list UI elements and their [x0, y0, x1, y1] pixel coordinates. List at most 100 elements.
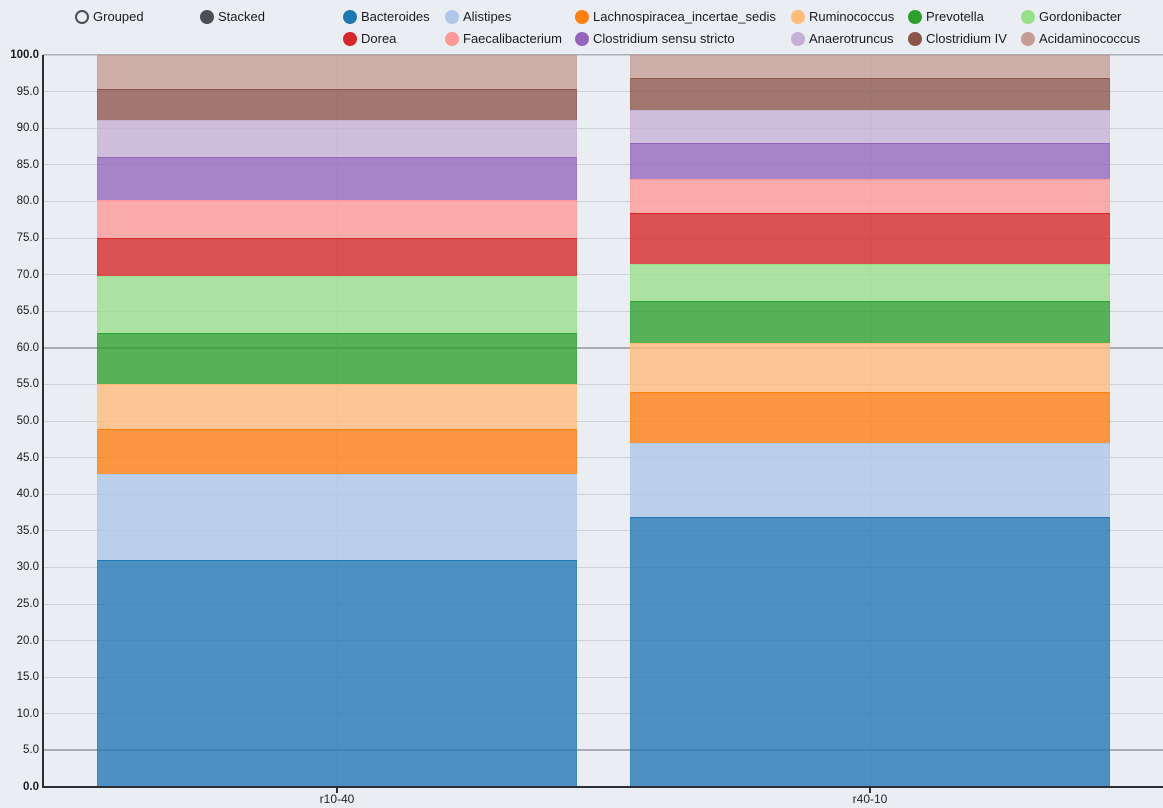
- legend-label-clostridium-iv: Clostridium IV: [926, 31, 1007, 46]
- y-axis-tick-label: 65.0: [16, 305, 39, 318]
- bar-segment-r10-40-prevotella[interactable]: [97, 333, 577, 384]
- legend-item-clostridium-iv[interactable]: Clostridium IV: [908, 31, 1007, 47]
- bar-segment-r40-10-acidaminococcus[interactable]: [630, 55, 1110, 79]
- bar-segment-r10-40-acidaminococcus[interactable]: [97, 55, 577, 89]
- radio-stacked-icon[interactable]: [200, 10, 214, 24]
- gridline-30: [43, 566, 1163, 568]
- bar-segment-r40-10-clostridium-sensu-stricto[interactable]: [630, 142, 1110, 179]
- legend-label-alistipes: Alistipes: [463, 9, 512, 24]
- legend-swatch-alistipes: [445, 10, 459, 24]
- bar-segment-r10-40-ruminococcus[interactable]: [97, 383, 577, 430]
- y-axis-tick-label: 80.0: [16, 195, 39, 208]
- bar-segment-r40-10-dorea[interactable]: [630, 213, 1110, 265]
- radio-grouped[interactable]: Grouped: [75, 9, 144, 25]
- gridline-10: [43, 713, 1163, 715]
- legend-label-lachnospiracea-incertae-sedis: Lachnospiracea_incertae_sedis: [593, 9, 776, 24]
- bar-segment-r10-40-dorea[interactable]: [97, 238, 577, 277]
- y-axis-tick-label: 70.0: [16, 268, 39, 281]
- legend-label-prevotella: Prevotella: [926, 9, 984, 24]
- legend-swatch-dorea: [343, 32, 357, 46]
- gridline-100: [43, 54, 1163, 56]
- gridline-70: [43, 274, 1163, 276]
- legend-swatch-faecalibacterium: [445, 32, 459, 46]
- bar-segment-r40-10-lachnospiracea-incertae-sedis[interactable]: [630, 391, 1110, 443]
- legend-item-anaerotruncus[interactable]: Anaerotruncus: [791, 31, 894, 47]
- x-axis-line: [42, 786, 1163, 788]
- bar-segment-r40-10-gordonibacter[interactable]: [630, 264, 1110, 301]
- legend-label-anaerotruncus: Anaerotruncus: [809, 31, 894, 46]
- bar-segment-r40-10-clostridium-iv[interactable]: [630, 78, 1110, 110]
- radio-grouped-icon[interactable]: [75, 10, 89, 24]
- gridline-95: [43, 91, 1163, 93]
- legend-label-bacteroides: Bacteroides: [361, 9, 430, 24]
- gridline-55: [43, 383, 1163, 385]
- bar-segment-r10-40-lachnospiracea-incertae-sedis[interactable]: [97, 429, 577, 475]
- bar-segment-r40-10-faecalibacterium[interactable]: [630, 178, 1110, 214]
- legend-swatch-bacteroides: [343, 10, 357, 24]
- y-axis-tick-label: 85.0: [16, 158, 39, 171]
- legend-item-alistipes[interactable]: Alistipes: [445, 9, 511, 25]
- legend-label-dorea: Dorea: [361, 31, 397, 46]
- bar-segment-r10-40-gordonibacter[interactable]: [97, 276, 577, 334]
- bar-segment-r10-40-faecalibacterium[interactable]: [97, 199, 577, 238]
- legend-item-bacteroides[interactable]: Bacteroides: [343, 9, 430, 25]
- legend-item-ruminococcus[interactable]: Ruminococcus: [791, 9, 894, 25]
- y-axis-tick-label: 95.0: [16, 85, 39, 98]
- y-axis-tick-label: 5.0: [23, 744, 39, 757]
- legend-swatch-acidaminococcus: [1021, 32, 1035, 46]
- y-axis-tick-label: 40.0: [16, 488, 39, 501]
- gridline-35: [43, 530, 1163, 532]
- x-axis-tick: [336, 788, 338, 793]
- y-axis-tick-label: 0.0: [23, 781, 39, 793]
- legend-swatch-gordonibacter: [1021, 10, 1035, 24]
- legend-item-lachnospiracea-incertae-sedis[interactable]: Lachnospiracea_incertae_sedis: [575, 9, 776, 25]
- gridline-25: [43, 603, 1163, 605]
- bar-segment-r10-40-alistipes[interactable]: [97, 474, 577, 561]
- legend-swatch-prevotella: [908, 10, 922, 24]
- gridline-85: [43, 164, 1163, 166]
- bar-segment-r40-10-alistipes[interactable]: [630, 442, 1110, 517]
- gridline-15: [43, 676, 1163, 678]
- bar-segment-r40-10-prevotella[interactable]: [630, 300, 1110, 344]
- x-axis-tick: [869, 788, 871, 793]
- legend-swatch-clostridium-sensu-stricto: [575, 32, 589, 46]
- legend-item-gordonibacter[interactable]: Gordonibacter: [1021, 9, 1121, 25]
- legend-item-acidaminococcus[interactable]: Acidaminococcus: [1021, 31, 1140, 47]
- y-axis-tick-label: 35.0: [16, 524, 39, 537]
- y-axis-tick-label: 55.0: [16, 378, 39, 391]
- radio-stacked-label: Stacked: [218, 9, 265, 24]
- bar-segment-r10-40-bacteroides[interactable]: [97, 560, 577, 787]
- legend-item-clostridium-sensu-stricto[interactable]: Clostridium sensu stricto: [575, 31, 735, 47]
- bar-segment-r10-40-clostridium-sensu-stricto[interactable]: [97, 156, 577, 200]
- bar-segment-r10-40-anaerotruncus[interactable]: [97, 120, 577, 157]
- gridline-50: [43, 420, 1163, 422]
- legend-label-gordonibacter: Gordonibacter: [1039, 9, 1122, 24]
- x-axis-category-label-r40-10: r40-10: [852, 792, 888, 806]
- y-axis-tick-label: 20.0: [16, 634, 39, 647]
- legend-label-acidaminococcus: Acidaminococcus: [1039, 31, 1141, 46]
- gridline-20: [43, 640, 1163, 642]
- y-axis-tick-label: 30.0: [16, 561, 39, 574]
- gridline-60: [43, 346, 1163, 349]
- legend-item-dorea[interactable]: Dorea: [343, 31, 396, 47]
- gridline-40: [43, 493, 1163, 495]
- gridline-5: [43, 749, 1163, 752]
- legend-item-prevotella[interactable]: Prevotella: [908, 9, 984, 25]
- legend-swatch-ruminococcus: [791, 10, 805, 24]
- bar-segment-r10-40-clostridium-iv[interactable]: [97, 88, 577, 121]
- legend-item-faecalibacterium[interactable]: Faecalibacterium: [445, 31, 562, 47]
- y-axis-tick-label: 10.0: [16, 707, 39, 720]
- y-axis-tick-label: 50.0: [16, 415, 39, 427]
- bar-segment-r40-10-bacteroides[interactable]: [630, 516, 1110, 787]
- bar-segment-r40-10-anaerotruncus[interactable]: [630, 109, 1110, 143]
- legend-swatch-anaerotruncus: [791, 32, 805, 46]
- bar-segment-r40-10-ruminococcus[interactable]: [630, 343, 1110, 392]
- legend-label-ruminococcus: Ruminococcus: [809, 9, 895, 24]
- radio-grouped-label: Grouped: [93, 9, 144, 24]
- y-axis-tick-label: 15.0: [16, 671, 39, 684]
- legend-label-faecalibacterium: Faecalibacterium: [463, 31, 562, 46]
- radio-stacked[interactable]: Stacked: [200, 9, 265, 25]
- gridline-45: [43, 457, 1163, 459]
